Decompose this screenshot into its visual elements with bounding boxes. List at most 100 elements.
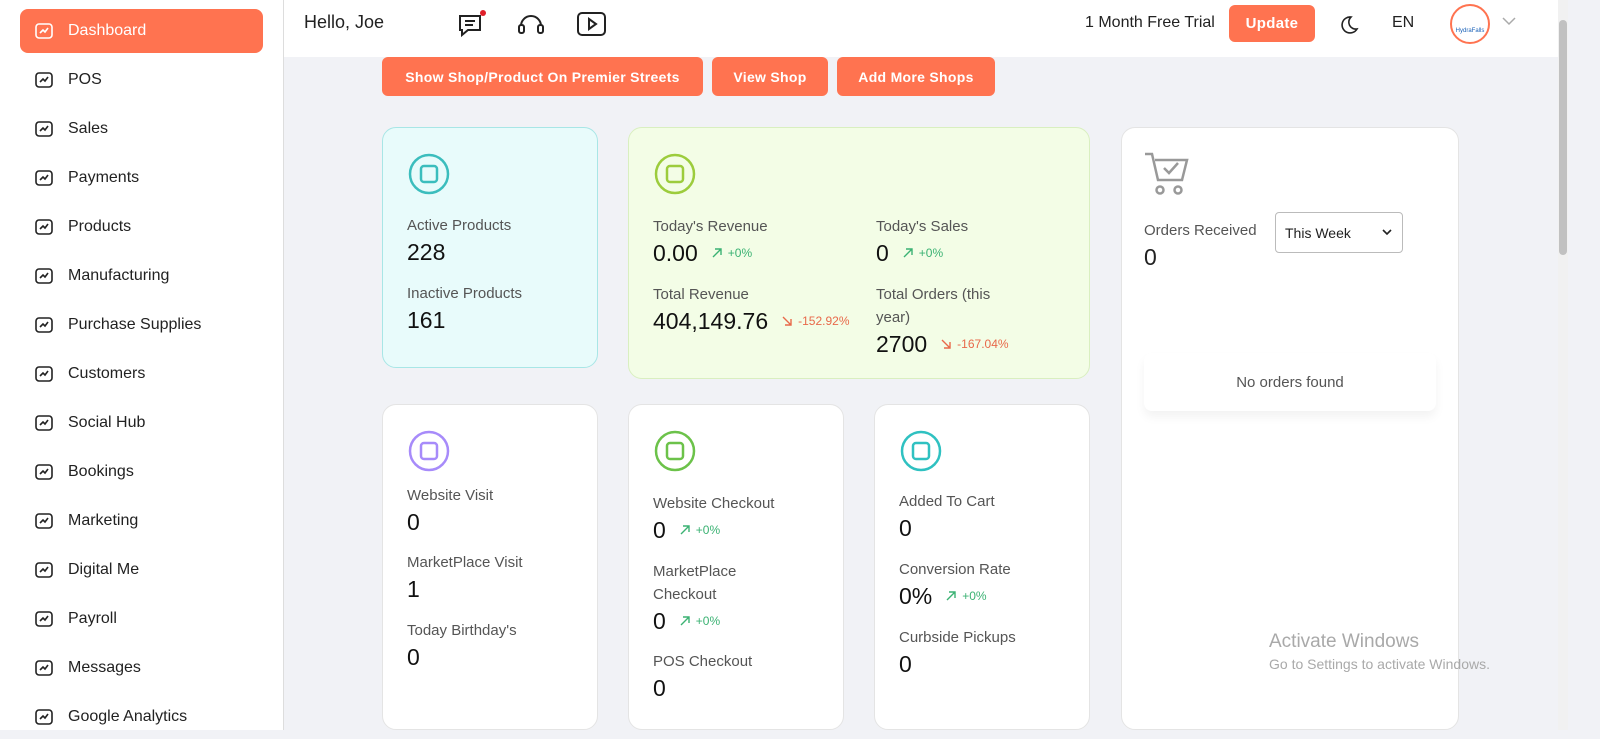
video-icon[interactable]	[576, 10, 608, 40]
stat-card: Active Products 228 Inactive Products 161	[382, 127, 598, 368]
nav-item[interactable]: Bookings	[20, 450, 263, 494]
stat-label: Inactive Products	[407, 285, 523, 302]
stat-row: 1	[407, 574, 557, 603]
stat-value: 2700	[876, 331, 928, 357]
avatar[interactable]: HydraFalls	[1450, 4, 1490, 44]
messages-icon[interactable]	[456, 10, 486, 40]
nav-label: Social Hub	[68, 414, 146, 431]
stat-change-text: +0%	[695, 522, 721, 537]
stat-value: 0.00	[653, 240, 698, 266]
nav-item[interactable]: Dashboard	[20, 9, 263, 53]
nav-item[interactable]: Payroll	[20, 597, 263, 641]
card-icon-wrap	[651, 427, 699, 480]
card-icon	[900, 430, 942, 472]
avatar-caret[interactable]	[1502, 16, 1516, 26]
action-button[interactable]: Show Shop/Product On Premier Streets	[382, 57, 703, 96]
change-arrow	[782, 316, 792, 326]
nav-item[interactable]: Customers	[20, 352, 263, 396]
stat-row: 0% +0%	[899, 581, 1049, 610]
stat: Total Revenue 404,149.76 -152.92%	[653, 283, 850, 335]
orders-value: 0	[1144, 244, 1157, 270]
language[interactable]: EN	[1392, 14, 1415, 31]
nav-item[interactable]: Manufacturing	[20, 254, 263, 298]
card-icon-wrap	[405, 427, 453, 480]
card-icon-wrap	[405, 150, 453, 203]
nav-icon	[35, 709, 53, 725]
card-icon	[408, 153, 450, 195]
stat: Website Visit 0	[407, 484, 557, 536]
nav-icon	[35, 611, 53, 627]
scrollbar[interactable]	[1558, 0, 1568, 730]
stat-value: 0	[653, 517, 666, 543]
nav-item[interactable]: Purchase Supplies	[20, 303, 263, 347]
stat-value: 1	[407, 576, 420, 602]
stat-change: +0%	[946, 589, 987, 603]
action-button[interactable]: View Shop	[712, 57, 828, 96]
nav-icon	[35, 415, 53, 431]
change-arrow	[946, 590, 956, 600]
change-arrow	[680, 524, 690, 534]
nav-label: Messages	[68, 659, 141, 676]
stat-label: Added To Cart	[899, 493, 995, 510]
stat-value: 0	[899, 515, 912, 541]
nav-icon	[35, 72, 53, 88]
theme-toggle[interactable]	[1337, 12, 1361, 36]
update-button[interactable]: Update	[1229, 5, 1315, 42]
stat-value: 0	[407, 509, 420, 535]
stat-value: 0	[653, 608, 666, 634]
stat: Added To Cart 0	[899, 490, 1049, 542]
nav-label: Payments	[68, 169, 140, 186]
nav-item[interactable]: Digital Me	[20, 548, 263, 592]
card-icon-wrap	[651, 150, 699, 203]
stat-card: Website Checkout 0 +0% MarketPlace Checkout…	[628, 404, 844, 730]
stat-label: Total Revenue	[653, 286, 749, 303]
orders-label: Orders Received	[1144, 222, 1257, 239]
nav-item[interactable]: Sales	[20, 107, 263, 151]
change-arrow	[680, 615, 690, 625]
change-arrow	[941, 339, 951, 349]
header: Hello, Joe 1 Month Free Trial Update EN …	[284, 0, 1558, 57]
period-select[interactable]: This Week	[1275, 212, 1403, 253]
stat-change: +0%	[712, 246, 752, 260]
cart-icon	[1145, 152, 1189, 195]
nav-icon	[35, 268, 53, 284]
stat: Today's Revenue 0.00 +0%	[653, 215, 803, 267]
nav-icon	[35, 464, 53, 480]
nav-icon	[35, 317, 53, 333]
nav-item[interactable]: Social Hub	[20, 401, 263, 445]
nav-item[interactable]: Payments	[20, 156, 263, 200]
stat: Curbside Pickups 0	[899, 626, 1049, 678]
action-button[interactable]: Add More Shops	[837, 57, 995, 96]
stat: Active Products 228	[407, 214, 557, 266]
stat: POS Checkout 0	[653, 650, 803, 702]
stat-label: Total Orders (this year)	[876, 286, 991, 326]
stat-change: +0%	[680, 523, 720, 537]
nav-icon	[35, 170, 53, 186]
orders-card: Orders Received 0 This Week No orders found	[1121, 127, 1459, 730]
greeting: Hello, Joe	[304, 12, 385, 32]
stat-row: 0	[653, 673, 803, 702]
nav-label: Manufacturing	[68, 267, 170, 284]
nav-icon	[35, 121, 53, 137]
stat: MarketPlace Visit 1	[407, 551, 557, 603]
stat-change-text: -167.04%	[957, 336, 1009, 351]
nav-label: Digital Me	[68, 561, 140, 578]
stat-row: 2700 -167.04%	[876, 329, 1026, 358]
sidebar: Dashboard POS Sales Payments Products Manufac…	[0, 0, 284, 730]
stat-label: Today Birthday's	[407, 622, 517, 639]
stat-value: 0	[899, 651, 912, 677]
stat-row: 0 +0%	[653, 606, 803, 635]
scroll-thumb[interactable]	[1559, 20, 1567, 255]
nav-item[interactable]: Google Analytics	[20, 695, 263, 739]
nav-item[interactable]: Marketing	[20, 499, 263, 543]
stat: Website Checkout 0 +0%	[653, 492, 803, 544]
nav-item[interactable]: Products	[20, 205, 263, 249]
stat-value: 0	[653, 675, 666, 701]
nav-item[interactable]: Messages	[20, 646, 263, 690]
nav-item[interactable]: POS	[20, 58, 263, 102]
nav-label: Dashboard	[68, 22, 147, 39]
support-icon[interactable]	[516, 10, 546, 40]
stat-label: Today's Sales	[876, 218, 969, 235]
stat-row: 0 +0%	[653, 515, 803, 544]
stat: Inactive Products 161	[407, 282, 557, 334]
